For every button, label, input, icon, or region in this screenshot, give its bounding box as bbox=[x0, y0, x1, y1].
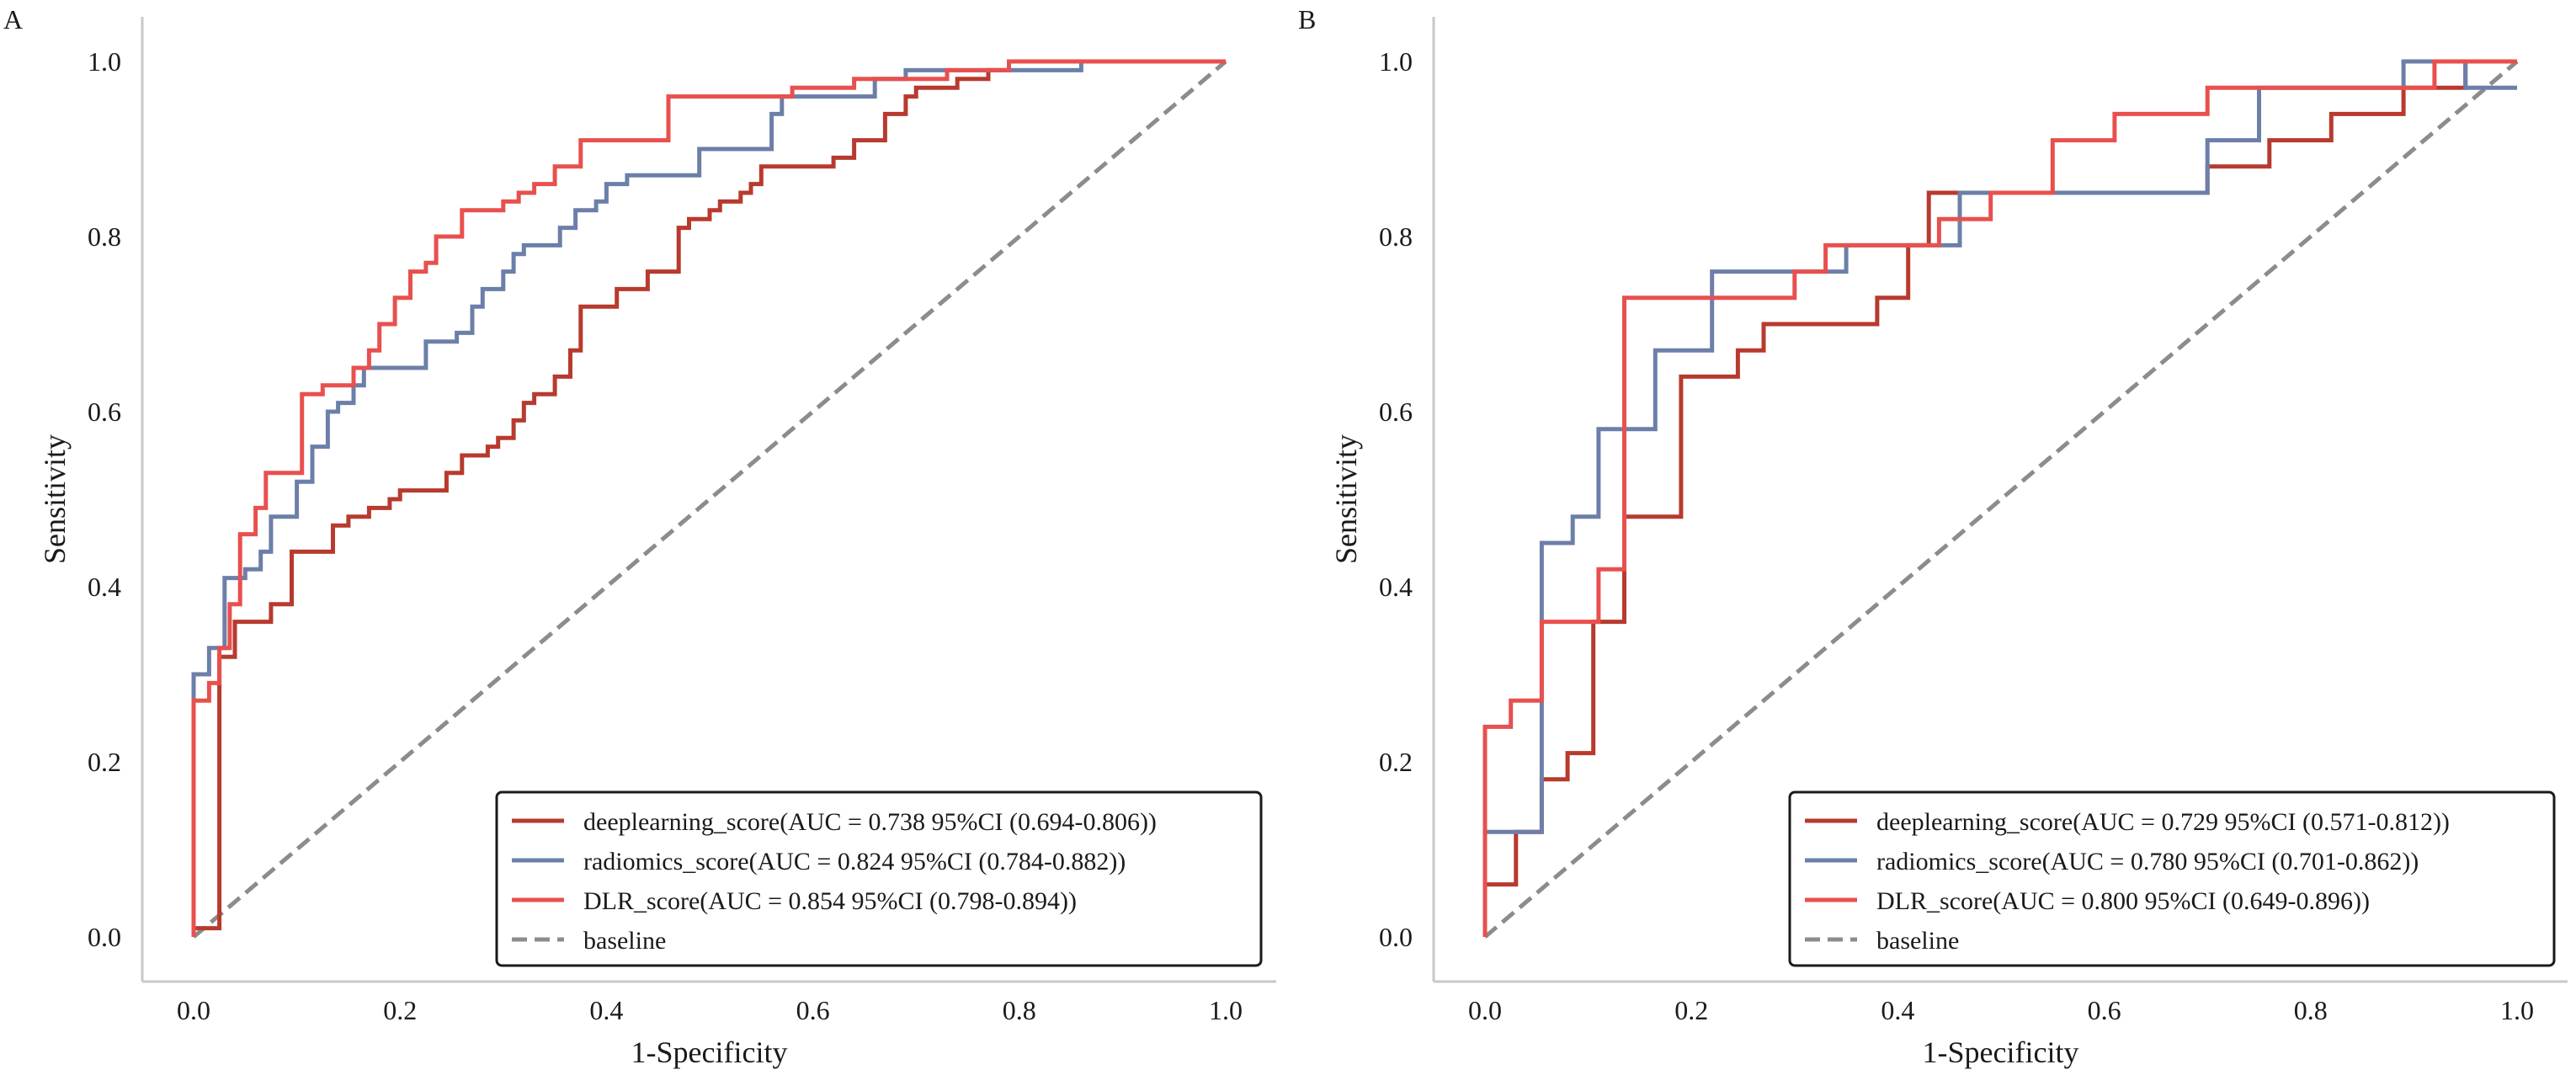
y-axis-title: Sensitivity bbox=[38, 434, 72, 564]
legend-entry-label: deeplearning_score(AUC = 0.729 95%CI (0.… bbox=[1876, 808, 2450, 836]
y-tick-label: 1.0 bbox=[88, 46, 121, 77]
legend-entry-label: DLR_score(AUC = 0.800 95%CI (0.649-0.896… bbox=[1876, 887, 2370, 915]
y-tick-label: 0.8 bbox=[88, 221, 121, 252]
legend-box bbox=[495, 790, 1263, 967]
x-tick-label: 0.6 bbox=[796, 995, 830, 1025]
baseline-series-line bbox=[192, 60, 1227, 939]
roc-series-line bbox=[1482, 59, 2517, 937]
x-axis-title: 1-Specificity bbox=[631, 1035, 788, 1069]
y-tick-label: 0.2 bbox=[1379, 747, 1413, 777]
legend-entry-label: radiomics_score(AUC = 0.780 95%CI (0.701… bbox=[1876, 848, 2419, 875]
y-tick-label: 0.6 bbox=[1379, 396, 1413, 427]
panel-label: A bbox=[3, 4, 23, 35]
roc-series-line bbox=[191, 59, 1226, 937]
x-tick-label: 0.8 bbox=[2294, 995, 2328, 1025]
y-tick-label: 0.4 bbox=[88, 572, 121, 602]
x-tick-label: 1.0 bbox=[1209, 995, 1243, 1025]
y-tick-label: 0.6 bbox=[88, 396, 121, 427]
y-tick-label: 1.0 bbox=[1379, 46, 1413, 77]
roc-series-line bbox=[191, 61, 1083, 937]
legend-entry-label: baseline bbox=[1876, 927, 1959, 955]
legend-entry-label: baseline bbox=[583, 927, 666, 955]
y-tick-label: 0.4 bbox=[1379, 572, 1413, 602]
x-tick-label: 1.0 bbox=[2500, 995, 2534, 1025]
x-tick-label: 0.4 bbox=[1881, 995, 1914, 1025]
x-tick-label: 0.4 bbox=[589, 995, 623, 1025]
y-tick-label: 0.0 bbox=[88, 922, 121, 952]
legend-entry-label: DLR_score(AUC = 0.854 95%CI (0.798-0.894… bbox=[583, 887, 1077, 915]
roc-panel-b: B 0.0 0.2 0.4 0.6 0.8 1.0 0.0 0.2 0.4 0.6 0.8 1.0 1-S… bbox=[1298, 4, 2568, 1069]
roc-series-line bbox=[1482, 59, 2517, 937]
legend-entry-label: deeplearning_score(AUC = 0.738 95%CI (0.… bbox=[583, 808, 1157, 836]
y-axis-title: Sensitivity bbox=[1329, 434, 1363, 564]
x-tick-label: 0.8 bbox=[1003, 995, 1036, 1025]
roc-series-line bbox=[194, 59, 1226, 931]
y-tick-label: 0.2 bbox=[88, 747, 121, 777]
x-tick-label: 0.6 bbox=[2088, 995, 2121, 1025]
x-axis-title: 1-Specificity bbox=[1923, 1035, 2079, 1069]
legend-box bbox=[1788, 790, 2556, 967]
x-tick-label: 0.2 bbox=[383, 995, 417, 1025]
legend-entry-label: radiomics_score(AUC = 0.824 95%CI (0.784… bbox=[583, 848, 1126, 875]
x-tick-label: 0.0 bbox=[177, 995, 210, 1025]
baseline-series-line bbox=[1483, 60, 2519, 939]
y-tick-label: 0.8 bbox=[1379, 221, 1413, 252]
panel-label: B bbox=[1298, 4, 1316, 35]
x-tick-label: 0.0 bbox=[1468, 995, 1502, 1025]
y-tick-label: 0.0 bbox=[1379, 922, 1413, 952]
x-tick-label: 0.2 bbox=[1674, 995, 1708, 1025]
roc-panel-a: A 0.0 0.2 0.4 0.6 0.8 1.0 0.0 0.2 0.4 0.6 0.8 1.0 1-S… bbox=[3, 4, 1276, 1069]
